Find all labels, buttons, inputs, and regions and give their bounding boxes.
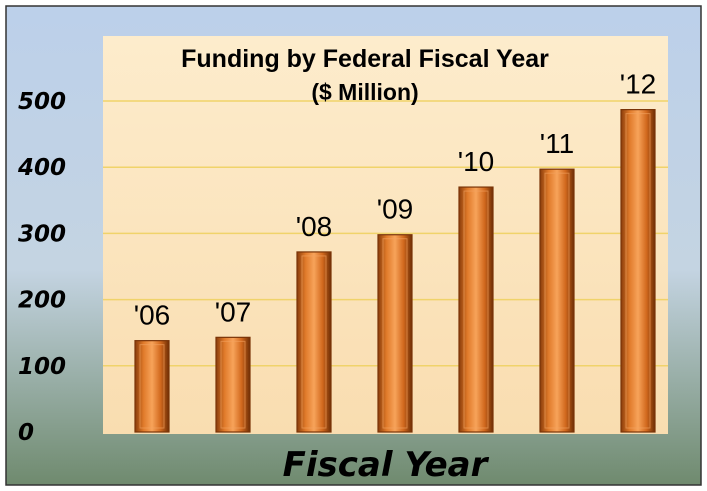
bar-label-3: '09 xyxy=(377,194,414,225)
chart-title: Funding by Federal Fiscal Year xyxy=(181,45,549,73)
y-tick-label-100: 100 xyxy=(18,354,66,380)
bar-5 xyxy=(539,168,575,433)
bar-body-1 xyxy=(215,336,251,433)
y-tick-label-400: 400 xyxy=(17,155,66,181)
x-axis-label: Fiscal Year xyxy=(283,445,490,485)
bar-bevel-5 xyxy=(544,172,570,429)
bar-2 xyxy=(296,251,332,433)
bar-bevel-1 xyxy=(220,340,246,429)
bar-label-2: '08 xyxy=(296,211,333,242)
bar-3 xyxy=(377,234,413,433)
bar-0 xyxy=(134,340,170,433)
bar-6 xyxy=(620,109,656,433)
y-axis-ticks: 0 100 200 300 400 500 xyxy=(17,89,66,446)
bar-body-4 xyxy=(458,186,494,433)
bar-label-5: '11 xyxy=(540,128,574,159)
bar-1 xyxy=(215,336,251,433)
bar-body-3 xyxy=(377,234,413,433)
bar-4 xyxy=(458,186,494,433)
bar-body-6 xyxy=(620,109,656,433)
bar-label-4: '10 xyxy=(458,146,495,177)
bar-label-6: '12 xyxy=(620,69,657,100)
bar-labels: '06 '07 '08 '09 '10 '11 '12 xyxy=(134,69,657,331)
y-tick-label-300: 300 xyxy=(18,221,66,247)
bar-bevel-2 xyxy=(301,255,327,429)
bar-bevel-3 xyxy=(382,238,408,429)
y-tick-label-0: 0 xyxy=(18,420,34,446)
bar-bevel-6 xyxy=(625,113,651,429)
bar-label-1: '07 xyxy=(215,296,252,327)
bar-label-0: '06 xyxy=(134,300,171,331)
bar-bevel-4 xyxy=(463,190,489,429)
bar-bevel-0 xyxy=(139,344,165,429)
bar-body-5 xyxy=(539,168,575,433)
chart-subtitle: ($ Million) xyxy=(311,79,418,105)
bar-body-2 xyxy=(296,251,332,433)
y-tick-label-500: 500 xyxy=(18,89,66,115)
bars xyxy=(134,109,656,433)
bar-body-0 xyxy=(134,340,170,433)
y-tick-label-200: 200 xyxy=(18,288,66,314)
